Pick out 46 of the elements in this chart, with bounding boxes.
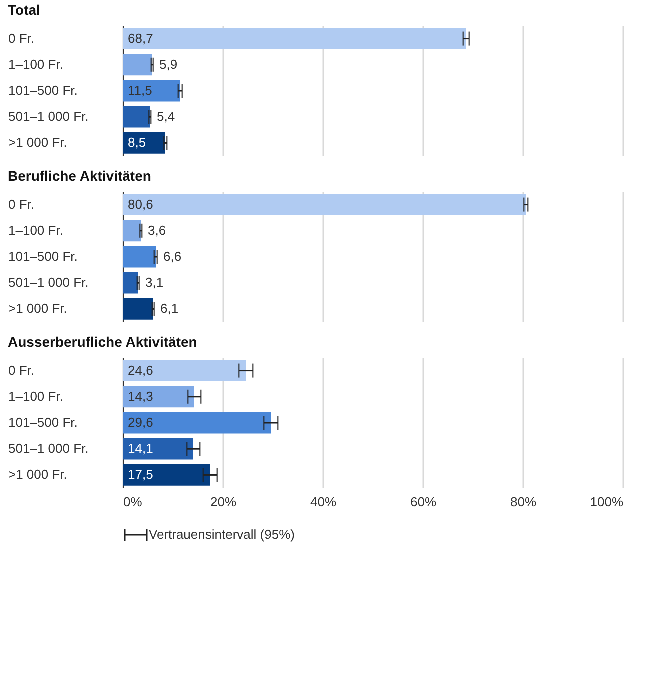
data-label: 68,7	[128, 30, 154, 46]
bar	[123, 272, 138, 294]
chart-title: Total	[8, 2, 40, 18]
data-label: 8,5	[128, 135, 146, 150]
text: Vertrauensintervall (95%)	[149, 527, 295, 542]
chart-title: Ausserberufliche Aktivitäten	[8, 334, 198, 350]
y-tick-label: 101–500 Fr.	[8, 249, 78, 264]
chart-title: Berufliche Aktivitäten	[8, 168, 152, 184]
y-tick-label: >1 000 Fr.	[8, 467, 68, 482]
data-label: 80,6	[128, 196, 154, 212]
x-tick-label: 100%	[590, 494, 624, 510]
data-label: 24,6	[128, 362, 154, 378]
x-tick-label: 40%	[310, 494, 337, 510]
y-tick-label: 101–500 Fr.	[8, 83, 78, 98]
y-tick-label: 0 Fr.	[8, 196, 35, 212]
x-tick-label: 60%	[410, 494, 437, 510]
y-tick-label: 501–1 000 Fr.	[8, 275, 89, 290]
y-tick-label: 0 Fr.	[8, 30, 35, 46]
data-label: 11,5	[128, 83, 152, 98]
y-tick-label: 1–100 Fr.	[8, 388, 64, 404]
data-label: 5,9	[160, 56, 178, 72]
data-label: 5,4	[157, 109, 176, 124]
y-tick-label: 1–100 Fr.	[8, 222, 64, 238]
data-label: 6,6	[164, 249, 182, 264]
y-tick-label: >1 000 Fr.	[8, 301, 68, 316]
bar	[123, 298, 154, 320]
data-label: 14,3	[128, 388, 154, 404]
data-label: 3,1	[146, 275, 164, 290]
data-label: 17,5	[128, 467, 154, 482]
bar	[123, 54, 152, 76]
y-tick-label: 101–500 Fr.	[8, 415, 78, 430]
data-label: 3,6	[148, 222, 166, 238]
bar	[123, 106, 150, 128]
data-label: 29,6	[128, 415, 154, 430]
data-label: 14,1	[128, 441, 154, 456]
bar	[123, 28, 466, 50]
x-tick-label: 80%	[510, 494, 537, 510]
y-tick-label: >1 000 Fr.	[8, 135, 68, 150]
data-label: 6,1	[160, 301, 179, 316]
x-tick-label: 0%	[124, 494, 143, 510]
y-tick-label: 0 Fr.	[8, 362, 35, 378]
y-tick-label: 501–1 000 Fr.	[8, 109, 89, 124]
y-tick-label: 501–1 000 Fr.	[8, 441, 89, 456]
y-tick-label: 1–100 Fr.	[8, 56, 64, 72]
x-tick-label: 20%	[210, 494, 237, 510]
bar	[123, 220, 141, 242]
